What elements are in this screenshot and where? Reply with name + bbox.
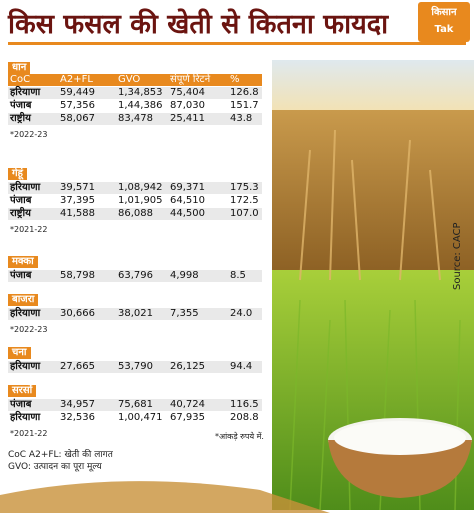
table-cell: 208.8: [230, 412, 259, 423]
table-cell: 41,588: [60, 208, 95, 219]
section-label: चना: [8, 347, 31, 359]
section-label: बाजरा: [8, 294, 39, 306]
table-cell: 57,356: [60, 100, 95, 111]
logo-text: किसान: [431, 7, 457, 18]
table-cell: 1,44,386: [118, 100, 163, 111]
year-note: *2022-23: [10, 130, 48, 139]
table-cell: हरियाणा: [10, 182, 41, 193]
table-cell: 151.7: [230, 100, 259, 111]
table-cell: 1,08,942: [118, 182, 163, 193]
table-cell: हरियाणा: [10, 361, 41, 372]
table-row: राष्ट्रीय 58,067 83,478 25,411 43.8: [8, 113, 262, 125]
table-row: राष्ट्रीय 41,588 86,088 44,500 107.0: [8, 208, 262, 220]
table-cell: 94.4: [230, 361, 253, 372]
table-row: पंजाब 34,957 75,681 40,724 116.5: [8, 399, 262, 411]
table-cell: राष्ट्रीय: [10, 208, 31, 219]
table-cell: 172.5: [230, 195, 259, 206]
table-cell: पंजाब: [10, 100, 32, 111]
table-cell: 34,957: [60, 399, 95, 410]
year-note: *2022-23: [10, 325, 48, 334]
table-cell: 1,01,905: [118, 195, 163, 206]
table-row: हरियाणा 59,449 1,34,853 75,404 126.8: [8, 87, 262, 99]
table-cell: 26,125: [170, 361, 205, 372]
header-row: CoC A2+FL GVO संपूर्ण रिटर्न%: [8, 74, 262, 86]
source: Source: CACP: [452, 222, 463, 290]
table-cell: 25,411: [170, 113, 205, 124]
table-cell: 30,666: [60, 308, 95, 319]
table-cell: 175.3: [230, 182, 259, 193]
table-cell: 67,935: [170, 412, 205, 423]
title: किस फसल की खेती से कितना फायदा: [8, 9, 389, 40]
table-cell: हरियाणा: [10, 87, 41, 98]
table-cell: 43.8: [230, 113, 253, 124]
header-cell: %: [230, 74, 240, 85]
table-row: हरियाणा 27,665 53,790 26,125 94.4: [8, 361, 262, 373]
table-cell: 59,449: [60, 87, 95, 98]
year-note: *2021-22: [10, 225, 48, 234]
table-cell: 75,404: [170, 87, 205, 98]
table-cell: 32,536: [60, 412, 95, 423]
table-cell: 63,796: [118, 270, 153, 281]
table-cell: 58,798: [60, 270, 95, 281]
table-cell: राष्ट्रीय: [10, 113, 31, 124]
table-cell: 126.8: [230, 87, 259, 98]
logo: किसान Tak: [418, 2, 470, 42]
table-cell: हरियाणा: [10, 412, 41, 423]
table-cell: पंजाब: [10, 195, 32, 206]
table-cell: 69,371: [170, 182, 205, 193]
table-row: पंजाब 58,798 63,796 4,998 8.5: [8, 270, 262, 282]
logo-text: Tak: [434, 24, 454, 35]
table-cell: हरियाणा: [10, 308, 41, 319]
table-cell: 1,00,471: [118, 412, 163, 423]
table-cell: 24.0: [230, 308, 253, 319]
table-row: हरियाणा 39,571 1,08,942 69,371 175.3: [8, 182, 262, 194]
table-cell: 58,067: [60, 113, 95, 124]
table-cell: पंजाब: [10, 270, 32, 281]
footnote: GVO: उत्पादन का पूरा मूल्य: [8, 462, 102, 472]
header-cell: CoC: [10, 74, 31, 85]
section-label: धान: [8, 62, 31, 74]
table-cell: 107.0: [230, 208, 259, 219]
table-cell: 40,724: [170, 399, 205, 410]
table-cell: 116.5: [230, 399, 259, 410]
header-cell: GVO: [118, 74, 141, 85]
table-cell: 37,395: [60, 195, 95, 206]
table-cell: 27,665: [60, 361, 95, 372]
table-cell: 4,998: [170, 270, 199, 281]
section-label: गेहूं: [8, 168, 27, 180]
table-row: हरियाणा 32,536 1,00,471 67,935 208.8: [8, 412, 262, 424]
table-cell: 8.5: [230, 270, 246, 281]
table-cell: 64,510: [170, 195, 205, 206]
section-label: सरसों: [8, 385, 37, 397]
table-cell: 86,088: [118, 208, 153, 219]
table-row: हरियाणा 30,666 38,021 7,355 24.0: [8, 308, 262, 320]
table-cell: 1,34,853: [118, 87, 163, 98]
table-row: पंजाब 37,395 1,01,905 64,510 172.5: [8, 195, 262, 207]
section-label: मक्का: [8, 256, 38, 268]
footnote: CoC A2+FL: खेती की लागत: [8, 450, 113, 460]
table-cell: पंजाब: [10, 399, 32, 410]
table-cell: 53,790: [118, 361, 153, 372]
table-cell: 7,355: [170, 308, 199, 319]
header-cell: संपूर्ण रिटर्न: [170, 74, 211, 85]
table-cell: 44,500: [170, 208, 205, 219]
table-cell: 75,681: [118, 399, 153, 410]
table-cell: 39,571: [60, 182, 95, 193]
year-note: *2021-22: [10, 429, 48, 438]
table-cell: 87,030: [170, 100, 205, 111]
table-cell: 83,478: [118, 113, 153, 124]
table-row: पंजाब 57,356 1,44,386 87,030 151.7: [8, 100, 262, 112]
header-cell: A2+FL: [60, 74, 93, 85]
table-cell: 38,021: [118, 308, 153, 319]
unit-note: *आंकड़े रुपये में.: [215, 432, 264, 441]
